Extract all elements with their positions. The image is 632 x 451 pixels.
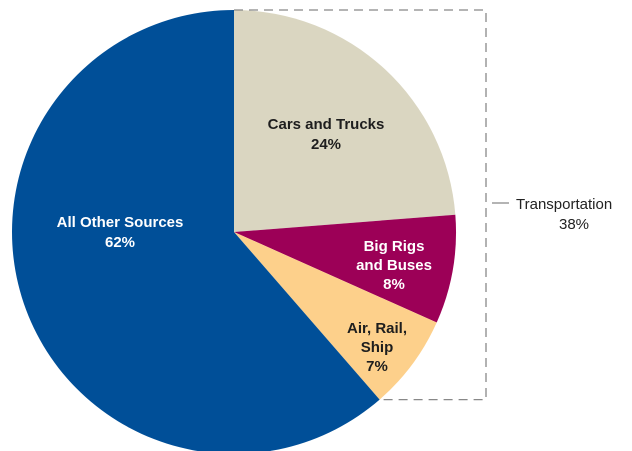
- transportation-label: Transportation: [516, 196, 612, 213]
- pie-slice-all-other-sources: [12, 10, 380, 451]
- pie-slice-air-rail-ship: [234, 232, 437, 400]
- slice-label-line: and Buses: [356, 257, 432, 274]
- slice-label-line: Ship: [361, 339, 394, 356]
- pie-slice-big-rigs-and-buses: [234, 214, 457, 323]
- slice-label-air-rail-ship: Air, Rail, Ship 7%: [347, 320, 407, 375]
- slice-labels: Cars and Trucks 24% Big Rigs and Buses 8% Air…: [57, 116, 432, 375]
- slice-label-cars-and-trucks: Cars and Trucks 24%: [268, 116, 385, 153]
- slice-label-big-rigs-and-buses: Big Rigs and Buses 8%: [356, 238, 432, 293]
- slice-label-line: 24%: [311, 136, 341, 153]
- transportation-percent: 38%: [559, 216, 589, 233]
- slice-label-line: All Other Sources: [57, 214, 184, 231]
- slice-label-line: Big Rigs: [364, 238, 425, 255]
- transportation-bracket-line: [234, 9, 487, 401]
- slice-label-all-other-sources: All Other Sources 62%: [57, 214, 184, 251]
- pie-slices: [12, 10, 457, 451]
- transportation-bracket: [234, 9, 509, 401]
- transportation-annotation: Transportation 38%: [516, 196, 612, 233]
- slice-label-line: 62%: [105, 234, 135, 251]
- slice-label-line: 8%: [383, 276, 405, 293]
- slice-label-line: Air, Rail,: [347, 320, 407, 337]
- slice-label-line: Cars and Trucks: [268, 116, 385, 133]
- slice-label-line: 7%: [366, 358, 388, 375]
- pie-slice-cars-and-trucks: [234, 10, 456, 232]
